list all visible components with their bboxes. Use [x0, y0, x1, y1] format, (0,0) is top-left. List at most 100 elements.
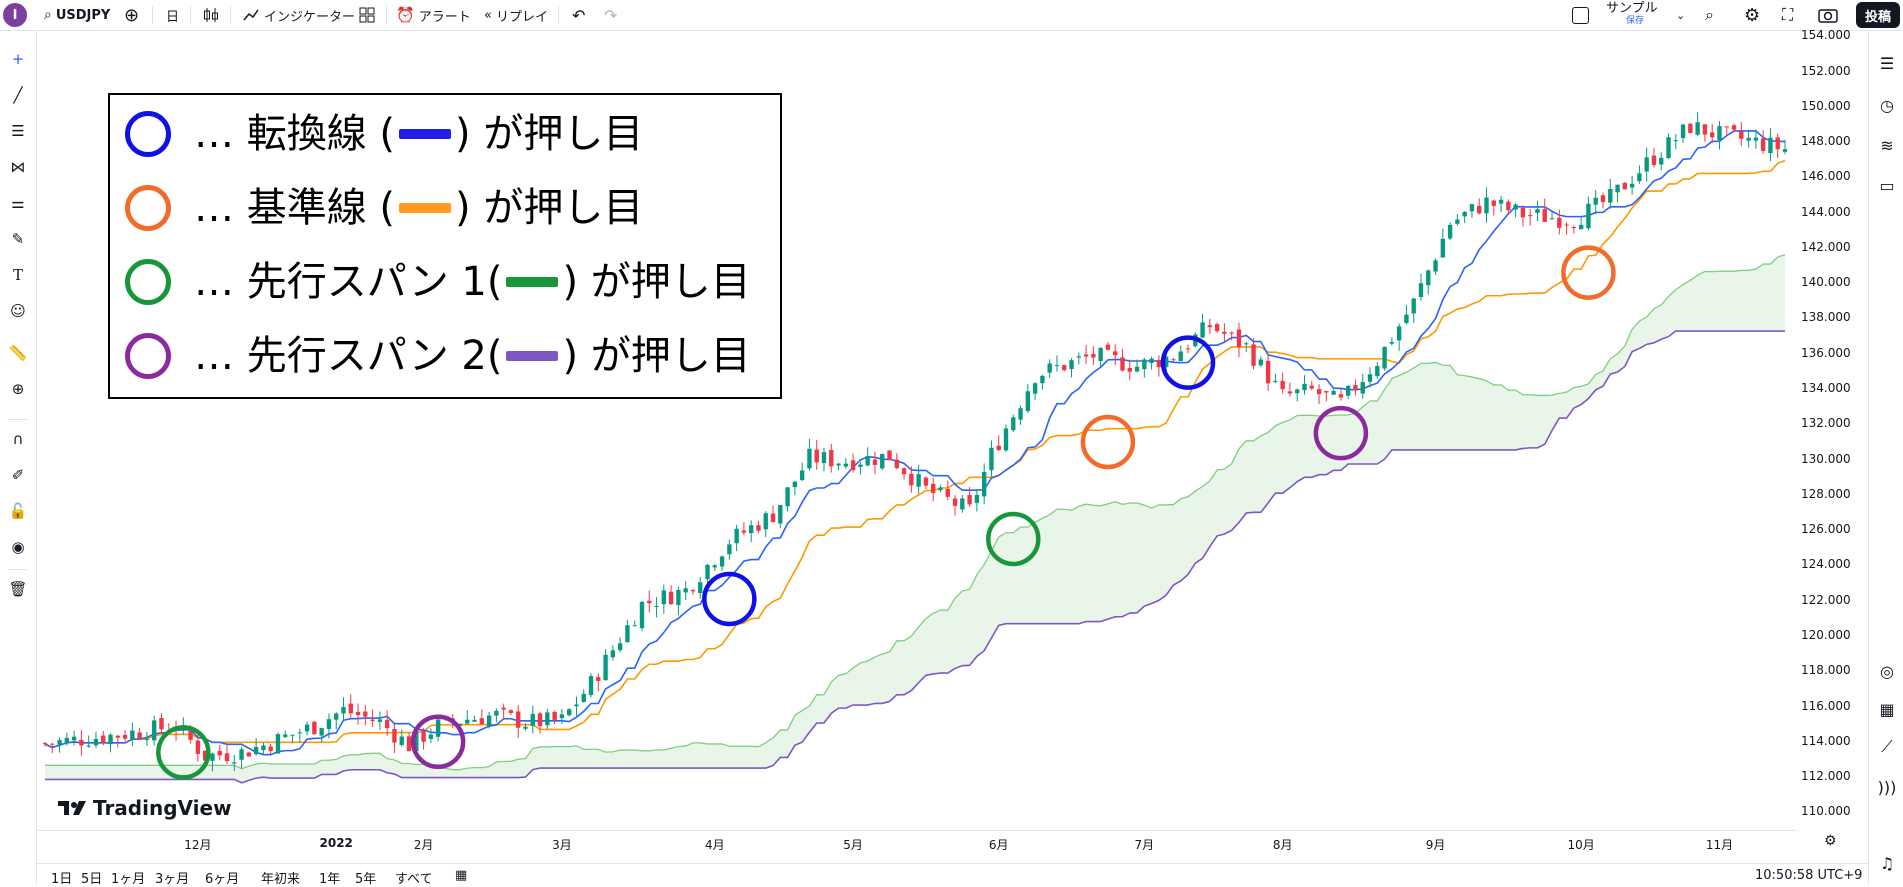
price-tick-label: 148.000	[1801, 134, 1851, 149]
camera-icon[interactable]	[1818, 0, 1838, 30]
time-axis[interactable]: ⚙ 12月 2022 2月 3月 4月 5月 6月 7月 8月 9月 10月 11月	[37, 830, 1837, 853]
bell-icon[interactable]: ♫	[1879, 853, 1895, 873]
time-tick-label: 7月	[1134, 838, 1155, 852]
time-tick-label: 2022	[319, 836, 353, 850]
candle-body	[1717, 126, 1722, 141]
candle-type-icon[interactable]	[202, 0, 220, 30]
layout-checkbox[interactable]	[1572, 0, 1589, 30]
candle-body	[290, 734, 295, 736]
price-tick-label: 120.000	[1801, 627, 1851, 642]
layouts-grid-icon[interactable]	[359, 0, 375, 30]
calendar-icon[interactable]: ▦	[1879, 699, 1895, 719]
symbol-search[interactable]: ⌕ USDJPY	[44, 0, 110, 30]
redo-icon[interactable]: ↷	[604, 5, 618, 25]
candle-body	[377, 719, 383, 722]
candle-body	[1775, 137, 1780, 150]
post-button[interactable]: 投稿	[1856, 2, 1900, 28]
candle-body	[1688, 123, 1693, 133]
candle-body	[916, 474, 921, 487]
broadcast-icon[interactable]: )))	[1877, 777, 1897, 797]
candle-body	[938, 487, 943, 491]
candle-body	[610, 650, 616, 658]
candle-body	[785, 487, 790, 507]
target-icon[interactable]: ◎	[1880, 661, 1894, 681]
undo-icon[interactable]: ↶	[572, 5, 586, 25]
alert-button[interactable]: ⏰ アラート	[396, 0, 471, 30]
range-button[interactable]: 1年	[319, 872, 341, 887]
candle-body	[625, 625, 630, 643]
candle-body	[101, 735, 106, 743]
range-button[interactable]: 5年	[355, 872, 377, 887]
lock-icon[interactable]: 🔓	[8, 502, 28, 520]
range-button[interactable]: 年初来	[261, 872, 301, 887]
fib-retracement-icon[interactable]: ☰	[11, 122, 25, 140]
candle-body	[1091, 353, 1096, 358]
price-tick-label: 150.000	[1801, 98, 1851, 113]
candle-body	[552, 711, 557, 720]
add-symbol-icon[interactable]: ⊕	[124, 4, 140, 26]
candle-body	[1389, 341, 1395, 344]
leading-span-b-line	[45, 330, 1785, 784]
emoji-icon[interactable]: ☺	[10, 302, 26, 320]
top-toolbar: I ⌕ USDJPY ⊕ 日 インジケーター ⏰ アラート « リプレイ ↶ ↷…	[0, 0, 1903, 31]
text-tool-icon[interactable]: T	[12, 266, 23, 284]
range-button[interactable]: すべて	[395, 872, 433, 887]
candle-body	[334, 713, 339, 720]
candle-body	[1768, 137, 1773, 154]
ruler-icon[interactable]: 📏	[8, 344, 28, 362]
price-tick-label: 114.000	[1801, 733, 1851, 748]
legend-row-tenkan: … 転換線 () が押し目	[110, 101, 780, 171]
candle-body	[1345, 385, 1351, 396]
candle-body	[603, 654, 608, 681]
range-button[interactable]: 1日	[51, 872, 73, 887]
layers-icon[interactable]: ≋	[1880, 135, 1894, 155]
goto-date-calendar-icon[interactable]: ▦	[455, 868, 468, 883]
candle-body	[283, 734, 288, 738]
brush-icon[interactable]: ✎	[11, 230, 25, 248]
candle-body	[1702, 124, 1708, 135]
price-tick-label: 118.000	[1801, 663, 1851, 678]
range-button[interactable]: 1ヶ月	[111, 872, 146, 887]
candle-body	[1163, 356, 1169, 368]
magnet-icon[interactable]: ∩	[12, 430, 24, 448]
chat-icon[interactable]: ▭	[1879, 175, 1895, 195]
candle-body	[1069, 360, 1074, 370]
prediction-icon[interactable]: ⚌	[11, 194, 25, 212]
candle-body	[647, 600, 652, 604]
trend-line-icon[interactable]: ╱	[13, 86, 23, 104]
range-button[interactable]: 3ヶ月	[155, 872, 190, 887]
price-chart[interactable]	[37, 31, 1797, 830]
candle-body	[384, 719, 390, 729]
layout-name-button[interactable]: サンプル 保存	[1606, 1, 1676, 29]
axis-settings-icon[interactable]: ⚙	[1824, 833, 1837, 849]
price-axis[interactable]: 154.000 152.000 150.000 148.000 146.000 144.0…	[1797, 28, 1867, 851]
indicators-button[interactable]: インジケーター	[242, 0, 355, 30]
lock-drawing-icon[interactable]: ✐	[11, 466, 25, 484]
interval-button[interactable]: 日	[166, 9, 180, 25]
pencil-chart-icon[interactable]: ⟋	[1881, 737, 1893, 756]
watchlist-icon[interactable]: ☰	[1879, 53, 1895, 73]
quick-search-icon[interactable]: ⌕	[1705, 5, 1714, 24]
candle-body	[414, 731, 419, 752]
candle-body	[690, 590, 696, 592]
zoom-in-icon[interactable]: ⊕	[11, 380, 25, 398]
avatar[interactable]: I	[3, 3, 27, 27]
crosshair-icon[interactable]: +	[11, 50, 25, 68]
chevron-down-icon[interactable]: ⌄	[1676, 8, 1686, 22]
settings-gear-icon[interactable]: ⚙	[1744, 4, 1761, 26]
candle-body	[829, 450, 834, 467]
pattern-icon[interactable]: ⋈	[10, 158, 26, 176]
replay-button[interactable]: « リプレイ	[484, 0, 548, 30]
range-button[interactable]: 6ヶ月	[205, 872, 240, 887]
fullscreen-icon[interactable]: ⛶	[1782, 5, 1794, 24]
range-button[interactable]: 5日	[81, 872, 103, 887]
price-tick-label: 136.000	[1801, 345, 1851, 360]
candle-body	[1651, 155, 1657, 166]
candle-body	[1134, 366, 1140, 372]
eye-icon[interactable]: ◉	[11, 538, 25, 556]
clock-time[interactable]: 10:50:58 UTC+9	[1755, 868, 1863, 883]
alerts-clock-icon[interactable]: ◷	[1880, 95, 1894, 115]
candle-body	[698, 582, 703, 594]
trash-icon[interactable]: 🗑	[8, 580, 28, 598]
candle-body	[268, 746, 273, 752]
